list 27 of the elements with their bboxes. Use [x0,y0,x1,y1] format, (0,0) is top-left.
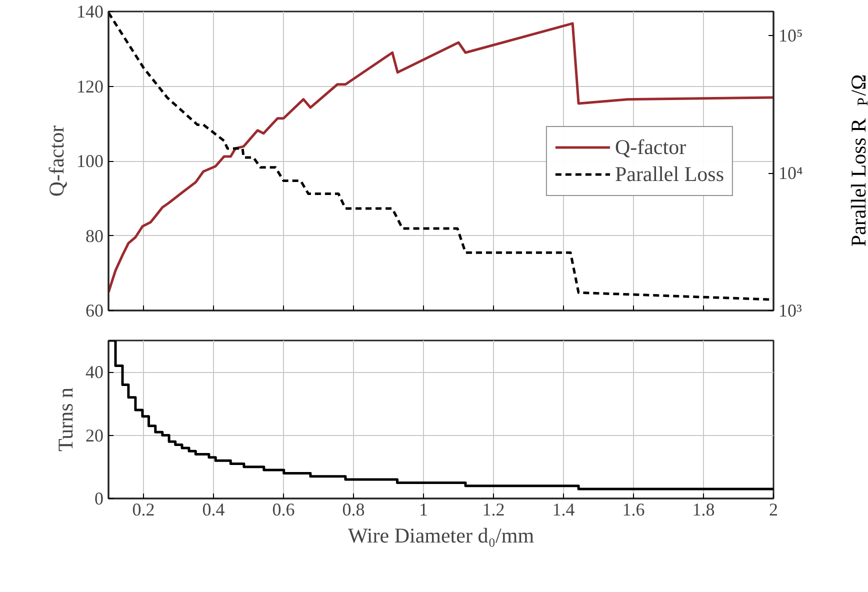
y2-axis-title: Parallel Loss RP/Ω [846,74,868,247]
y-axis-title: Turns n [54,387,78,452]
x-tick-label: 0.2 [132,500,155,520]
x-tick-label: 1.2 [482,500,505,520]
y-tick-label: 40 [86,362,104,382]
y-tick-label: 100 [76,151,104,171]
y-tick-label: 0 [94,488,104,508]
legend-label: Q-factor [614,134,686,160]
y-tick-label: 120 [76,76,104,96]
x-tick-label: 2 [769,500,778,520]
y-tick-label: 140 [76,2,104,22]
y-tick-label: 20 [86,425,104,446]
y-tick-label: 60 [86,300,104,320]
x-tick-label: 0.4 [202,500,225,520]
y2-tick-label: 10³ [778,300,802,320]
x-tick-label: 1.8 [692,500,715,520]
x-tick-label: 1.4 [552,500,575,520]
x-tick-label: 0.6 [272,500,295,520]
y2-tick-label: 10⁵ [778,26,803,46]
legend-label: Parallel Loss [614,162,724,186]
x-tick-label: 0.8 [342,500,365,520]
y-tick-label: 80 [86,226,104,246]
x-tick-label: 1.6 [622,500,645,520]
y2-tick-label: 10⁴ [778,163,803,184]
x-tick-label: 1 [419,500,428,520]
x-axis-title: Wire Diameter d₀/mm [348,524,534,548]
y-axis-title: Q-factor [44,125,68,197]
